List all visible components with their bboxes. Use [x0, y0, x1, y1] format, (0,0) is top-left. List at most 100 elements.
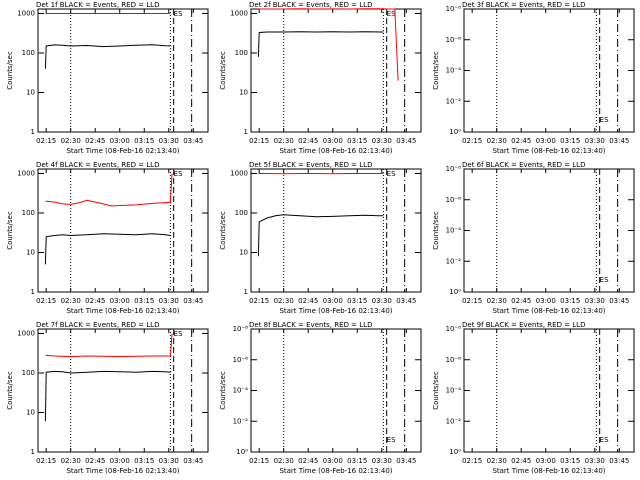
- series-line: [257, 214, 384, 257]
- x-tick-label: 03:15: [347, 457, 367, 465]
- y-tick-label: 1000: [17, 170, 35, 178]
- chart-title: Det 6f BLACK = Events, RED = LLD: [462, 161, 585, 169]
- x-tick-label: 02:45: [85, 297, 105, 305]
- y-tick-label: 10⁻⁸: [446, 5, 462, 13]
- plot-frame: [463, 328, 635, 453]
- x-tick-label: 03:30: [585, 297, 605, 305]
- y-tick-label: 1: [244, 128, 248, 136]
- y-tick-label: 10⁻⁶: [233, 356, 249, 364]
- series-line: [257, 31, 384, 57]
- x-axis-label: Start Time (08-Feb-16 02:13:40): [279, 147, 392, 155]
- y-tick-label: 10: [26, 89, 35, 97]
- y-tick-label: 10⁰: [449, 128, 461, 136]
- x-tick-label: 03:45: [609, 457, 629, 465]
- annotation: ES: [387, 436, 396, 444]
- y-tick-label: 1: [31, 288, 35, 296]
- y-tick-label: 100: [235, 209, 248, 217]
- x-tick-label: 03:30: [372, 297, 392, 305]
- x-tick-label: 03:00: [323, 137, 343, 145]
- panel: Det 4f BLACK = Events, RED = LLD Start Ti…: [6, 161, 209, 315]
- x-tick-label: 02:30: [61, 137, 81, 145]
- x-tick-label: 02:45: [511, 457, 531, 465]
- y-tick-label: 10⁻⁸: [233, 325, 249, 333]
- annotation: ES: [174, 10, 183, 18]
- x-tick-label: 03:30: [585, 137, 605, 145]
- x-tick-label: 03:15: [560, 137, 580, 145]
- x-tick-label: 02:15: [462, 457, 482, 465]
- y-tick-label: 10⁰: [236, 448, 248, 456]
- chart-title: Det 7f BLACK = Events, RED = LLD: [36, 321, 159, 329]
- x-tick-label: 02:30: [61, 297, 81, 305]
- plot-frame: [250, 168, 422, 293]
- chart-title: Det 4f BLACK = Events, RED = LLD: [36, 161, 159, 169]
- plot-frame: [250, 328, 422, 453]
- y-tick-label: 10⁻²: [446, 417, 462, 425]
- x-tick-label: 03:00: [110, 297, 130, 305]
- panel: Det 3f BLACK = Events, RED = LLD Start Ti…: [432, 1, 635, 155]
- x-tick-label: 03:15: [134, 297, 154, 305]
- y-tick-label: 1000: [17, 330, 35, 338]
- series-line: [45, 173, 173, 207]
- plot-frame: [463, 8, 635, 133]
- x-tick-label: 03:30: [159, 457, 179, 465]
- y-axis-label: Counts/sec: [219, 51, 227, 90]
- y-tick-label: 10⁻²: [446, 97, 462, 105]
- x-tick-label: 02:45: [85, 457, 105, 465]
- chart-title: Det 8f BLACK = Events, RED = LLD: [249, 321, 372, 329]
- y-tick-label: 10⁻²: [233, 417, 249, 425]
- x-tick-label: 02:30: [274, 297, 294, 305]
- x-axis-label: Start Time (08-Feb-16 02:13:40): [66, 147, 179, 155]
- annotation: ES: [600, 436, 609, 444]
- y-tick-label: 10⁰: [449, 288, 461, 296]
- x-tick-label: 02:30: [274, 457, 294, 465]
- y-axis-label: Counts/sec: [219, 211, 227, 250]
- x-tick-label: 02:15: [36, 457, 56, 465]
- plot-frame: [37, 328, 209, 453]
- y-tick-label: 10⁻⁸: [446, 325, 462, 333]
- x-axis-label: Start Time (08-Feb-16 02:13:40): [66, 307, 179, 315]
- chart-title: Det 3f BLACK = Events, RED = LLD: [462, 1, 585, 9]
- y-tick-label: 10: [239, 89, 248, 97]
- annotation: ES: [174, 170, 183, 178]
- x-tick-label: 03:45: [183, 297, 203, 305]
- x-tick-label: 03:30: [372, 137, 392, 145]
- x-tick-label: 03:45: [396, 137, 416, 145]
- x-tick-label: 02:45: [298, 457, 318, 465]
- x-axis-label: Start Time (08-Feb-16 02:13:40): [492, 147, 605, 155]
- y-tick-label: 1000: [230, 10, 248, 18]
- series-line: [44, 233, 171, 265]
- y-tick-label: 10⁰: [449, 448, 461, 456]
- x-axis-label: Start Time (08-Feb-16 02:13:40): [66, 467, 179, 475]
- y-axis-label: Counts/sec: [6, 51, 14, 90]
- panel: Det 7f BLACK = Events, RED = LLD Start Ti…: [6, 321, 209, 475]
- y-tick-label: 10: [239, 249, 248, 257]
- x-tick-label: 03:30: [372, 457, 392, 465]
- x-tick-label: 03:15: [347, 137, 367, 145]
- y-axis-label: Counts/sec: [432, 51, 440, 90]
- x-axis-label: Start Time (08-Feb-16 02:13:40): [492, 467, 605, 475]
- x-tick-label: 03:00: [536, 297, 556, 305]
- y-tick-label: 1: [31, 448, 35, 456]
- x-tick-label: 03:00: [110, 137, 130, 145]
- x-tick-label: 02:30: [487, 297, 507, 305]
- series-line: [258, 8, 399, 81]
- y-tick-label: 1: [244, 288, 248, 296]
- x-tick-label: 02:45: [298, 297, 318, 305]
- x-tick-label: 03:00: [536, 137, 556, 145]
- x-tick-label: 03:30: [159, 137, 179, 145]
- y-tick-label: 10: [26, 409, 35, 417]
- x-tick-label: 03:45: [609, 137, 629, 145]
- y-tick-label: 10⁻⁴: [446, 227, 462, 235]
- y-axis-label: Counts/sec: [6, 371, 14, 410]
- x-tick-label: 02:15: [462, 137, 482, 145]
- plot-frame: [37, 168, 209, 293]
- y-tick-label: 10⁻⁴: [446, 67, 462, 75]
- x-tick-label: 02:15: [249, 457, 269, 465]
- x-tick-label: 02:15: [36, 137, 56, 145]
- panel: Det 8f BLACK = Events, RED = LLD Start Ti…: [219, 321, 422, 475]
- y-tick-label: 10⁻⁶: [446, 196, 462, 204]
- x-tick-label: 03:15: [560, 297, 580, 305]
- x-tick-label: 02:45: [298, 137, 318, 145]
- y-axis-label: Counts/sec: [432, 211, 440, 250]
